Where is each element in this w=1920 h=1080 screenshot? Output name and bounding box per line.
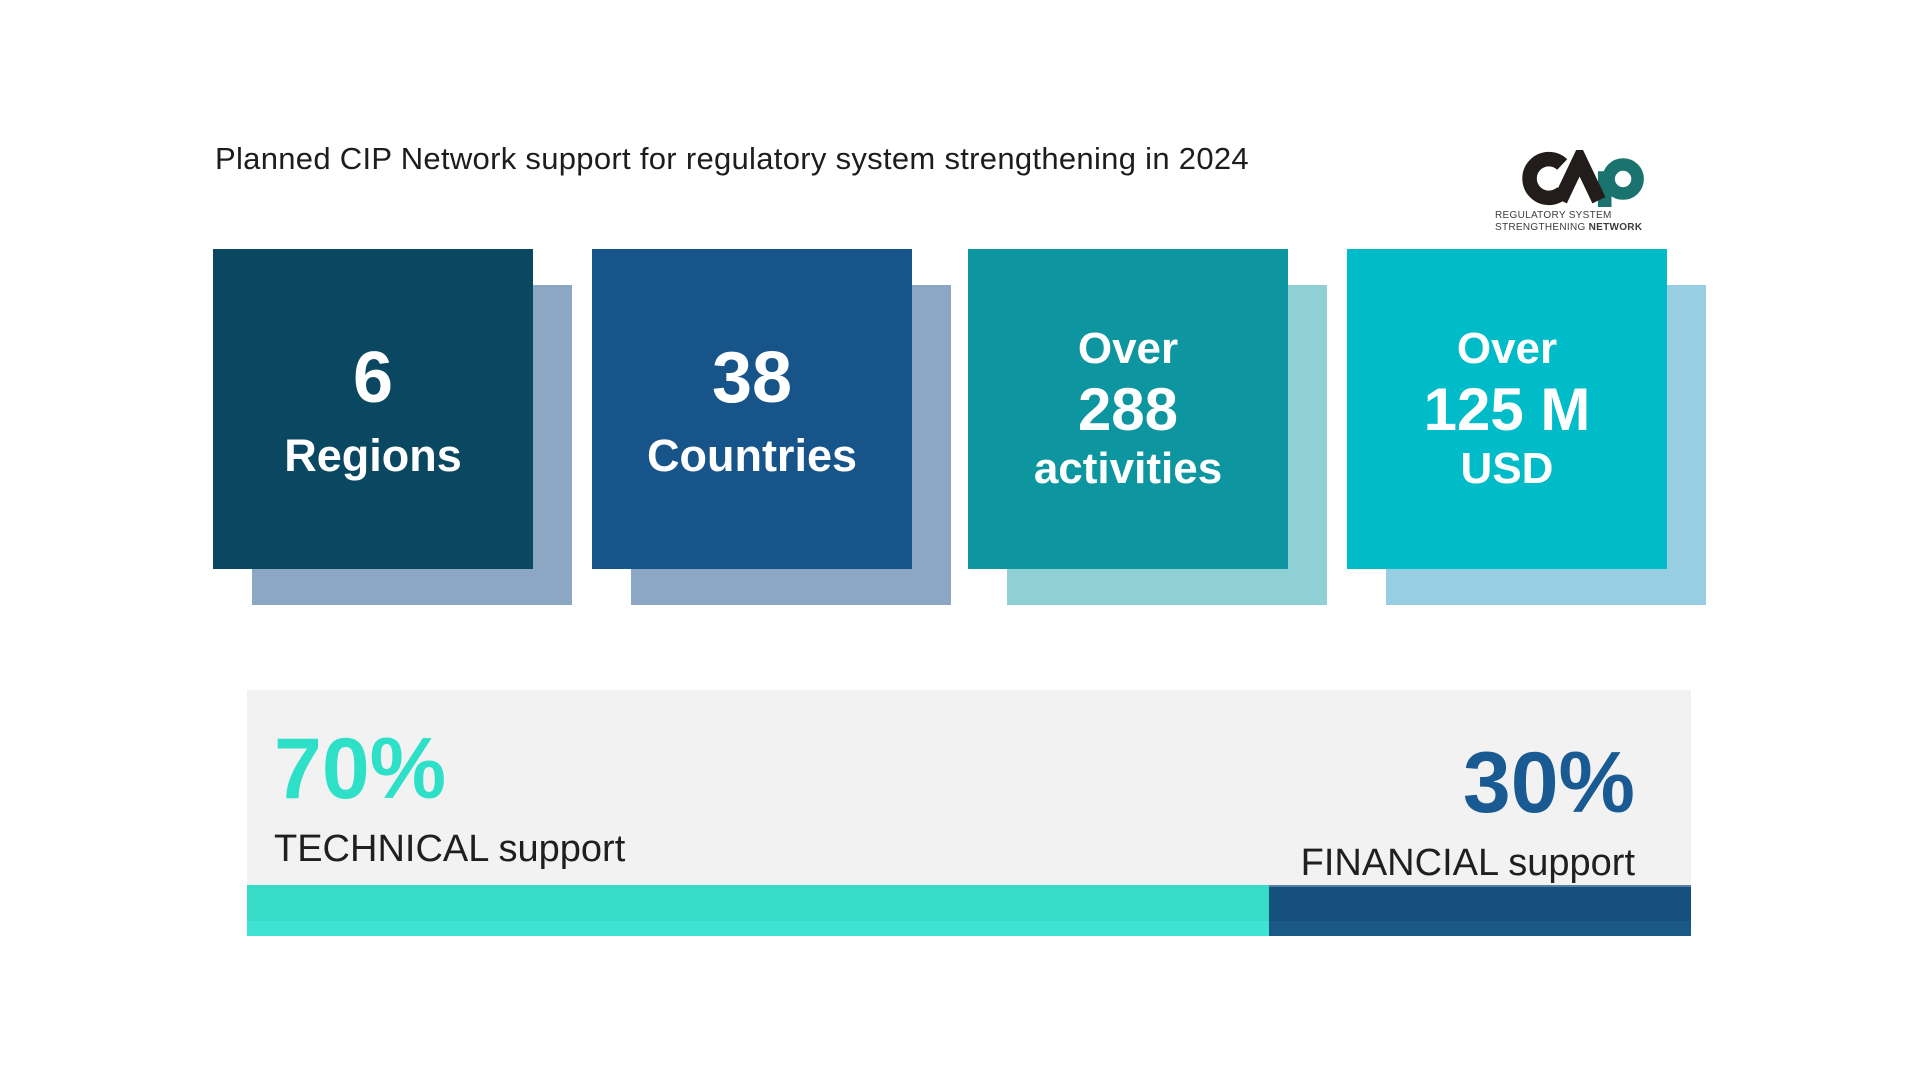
financial-bar-segment xyxy=(1269,885,1691,936)
stat-label: USD xyxy=(1460,443,1554,493)
technical-bar-segment xyxy=(247,885,1270,936)
card-face: Over 125 M USD xyxy=(1347,249,1667,569)
technical-label: TECHNICAL support xyxy=(274,828,626,870)
financial-percent: 30% xyxy=(1462,735,1635,831)
stat-card-regions: 6 Regions xyxy=(213,249,572,605)
stat-label: activities xyxy=(1033,443,1223,493)
stat-value: 288 xyxy=(1077,375,1179,443)
financial-label: FINANCIAL support xyxy=(1300,842,1635,884)
stat-value: 6 xyxy=(352,337,394,418)
cip-logo-icon xyxy=(1522,150,1644,208)
card-face: 6 Regions xyxy=(213,249,533,569)
stat-label: Regions xyxy=(284,429,462,481)
stat-label: Countries xyxy=(646,429,857,481)
page-title: Planned CIP Network support for regulato… xyxy=(215,141,1249,176)
technical-percent: 70% xyxy=(274,721,447,817)
support-split-panel: 70% TECHNICAL support 30% FINANCIAL supp… xyxy=(247,690,1691,885)
stat-value: 38 xyxy=(711,337,793,418)
logo-text-strengthening: STRENGTHENING xyxy=(1495,222,1586,234)
stat-prefix: Over xyxy=(1077,323,1179,373)
logo-text-line2: STRENGTHENING NETWORK xyxy=(1495,222,1673,234)
stat-prefix: Over xyxy=(1456,323,1558,373)
logo-text: REGULATORY SYSTEM STRENGTHENING NETWORK xyxy=(1493,210,1673,234)
technical-support-stat: 70% TECHNICAL support xyxy=(274,726,625,871)
stat-card-usd: Over 125 M USD xyxy=(1347,249,1706,605)
stat-card-countries: 38 Countries xyxy=(592,249,951,605)
logo-text-network: NETWORK xyxy=(1588,222,1643,234)
stat-value: 125 M xyxy=(1423,375,1591,443)
logo-text-line1: REGULATORY SYSTEM xyxy=(1495,210,1612,221)
cip-network-logo: REGULATORY SYSTEM STRENGTHENING NETWORK xyxy=(1493,150,1673,234)
card-face: Over 288 activities xyxy=(968,249,1288,569)
financial-support-stat: 30% FINANCIAL support xyxy=(1301,740,1635,885)
support-split-bar xyxy=(247,885,1691,936)
stat-card-activities: Over 288 activities xyxy=(968,249,1327,605)
card-face: 38 Countries xyxy=(592,249,912,569)
